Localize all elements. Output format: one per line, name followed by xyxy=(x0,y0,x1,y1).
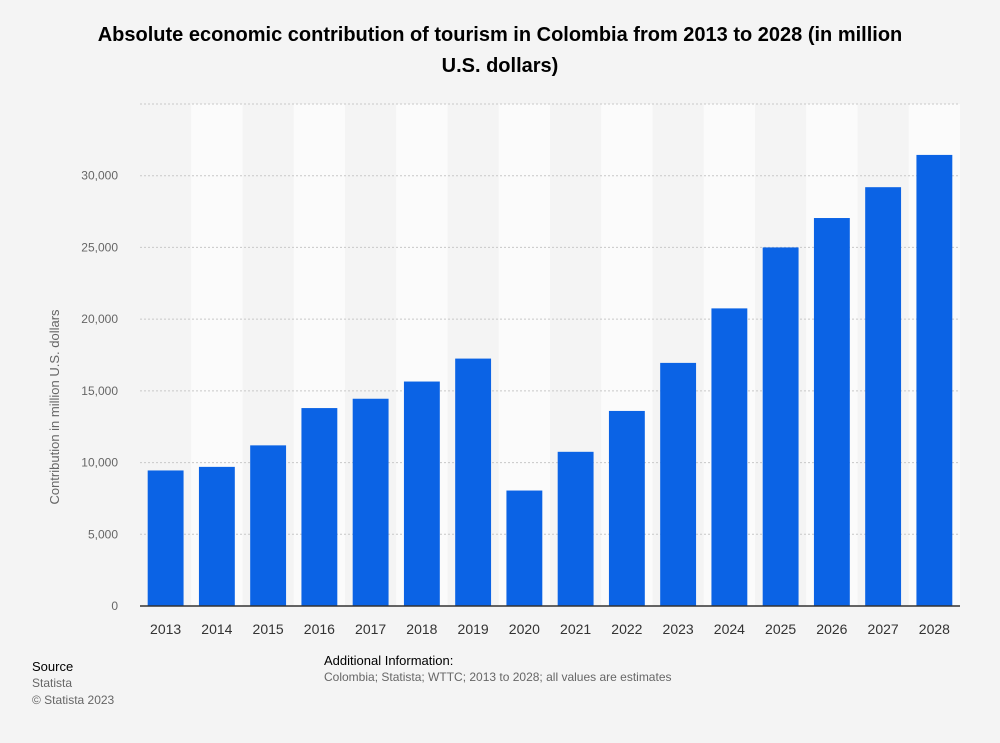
y-axis-label: Contribution in million U.S. dollars xyxy=(47,309,62,505)
y-tick-label: 0 xyxy=(111,599,118,613)
bar-2024[interactable] xyxy=(711,308,748,606)
bar-2014[interactable] xyxy=(198,466,235,606)
x-tick-label: 2022 xyxy=(611,621,642,637)
bar-2027[interactable] xyxy=(865,187,902,606)
x-tick-label: 2021 xyxy=(560,621,591,637)
y-tick-label: 30,000 xyxy=(81,169,118,183)
bar-2023[interactable] xyxy=(660,362,697,606)
x-tick-labels: 2013 2014 2015 2016 2017 2018 2019 2020 2021 2022… xyxy=(150,621,950,637)
bar-2017[interactable] xyxy=(352,398,389,606)
additional-info-heading: Additional Information: xyxy=(324,653,454,668)
additional-info-block: Additional Information: Colombia; Statis… xyxy=(324,652,672,686)
bar-2022[interactable] xyxy=(608,410,645,606)
x-tick-label: 2025 xyxy=(765,621,796,637)
bar-2015[interactable] xyxy=(250,445,287,606)
x-tick-label: 2020 xyxy=(509,621,540,637)
x-tick-label: 2016 xyxy=(304,621,335,637)
bar-2016[interactable] xyxy=(301,408,338,606)
x-tick-label: 2028 xyxy=(919,621,950,637)
y-tick-label: 5,000 xyxy=(88,527,118,541)
bar-2019[interactable] xyxy=(455,358,492,606)
bar-2018[interactable] xyxy=(403,381,440,606)
y-tick-label: 20,000 xyxy=(81,312,118,326)
copyright: © Statista 2023 xyxy=(32,693,115,707)
bar-2026[interactable] xyxy=(813,218,850,607)
x-tick-label: 2017 xyxy=(355,621,386,637)
source-name[interactable]: Statista xyxy=(32,676,73,690)
y-tick-label: 15,000 xyxy=(81,384,118,398)
x-tick-label: 2024 xyxy=(714,621,745,637)
y-tick-label: 10,000 xyxy=(81,456,118,470)
additional-info-text: Colombia; Statista; WTTC; 2013 to 2028; … xyxy=(324,670,672,684)
y-tick-labels: 0 5,000 10,000 15,000 20,000 25,000 30,000 xyxy=(81,169,118,613)
source-block: Source Statista © Statista 2023 xyxy=(32,658,114,709)
bar-2028[interactable] xyxy=(916,154,953,606)
bar-2020[interactable] xyxy=(506,490,543,606)
x-tick-label: 2015 xyxy=(253,621,284,637)
bar-2013[interactable] xyxy=(147,470,184,606)
bar-2025[interactable] xyxy=(762,247,799,606)
x-tick-label: 2019 xyxy=(458,621,489,637)
bars xyxy=(147,154,953,607)
source-heading: Source xyxy=(32,659,74,674)
x-tick-label: 2013 xyxy=(150,621,181,637)
x-tick-label: 2026 xyxy=(816,621,847,637)
y-tick-label: 25,000 xyxy=(81,240,118,254)
bar-2021[interactable] xyxy=(557,451,594,606)
x-tick-label: 2027 xyxy=(868,621,899,637)
chart-title: Absolute economic contribution of touris… xyxy=(97,24,903,77)
x-tick-label: 2014 xyxy=(201,621,232,637)
x-tick-label: 2023 xyxy=(663,621,694,637)
x-tick-label: 2018 xyxy=(406,621,437,637)
